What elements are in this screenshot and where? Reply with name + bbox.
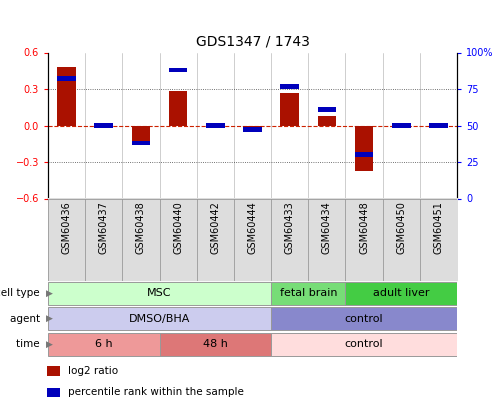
- Text: GSM60436: GSM60436: [61, 201, 71, 254]
- Bar: [47, 367, 59, 376]
- Bar: [169, 68, 188, 72]
- Text: GSM60444: GSM60444: [248, 201, 257, 254]
- Text: GSM60438: GSM60438: [136, 201, 146, 254]
- Text: GSM60448: GSM60448: [359, 201, 369, 254]
- Bar: [355, 152, 373, 157]
- Text: ▶: ▶: [45, 289, 52, 298]
- Bar: [132, 126, 150, 141]
- Bar: [392, 123, 411, 128]
- Text: GSM60450: GSM60450: [396, 201, 406, 254]
- Text: GSM60442: GSM60442: [210, 201, 221, 254]
- Text: GSM60434: GSM60434: [322, 201, 332, 254]
- Text: fetal brain: fetal brain: [279, 288, 337, 298]
- Bar: [429, 123, 448, 128]
- Bar: [160, 333, 271, 356]
- Bar: [345, 281, 457, 305]
- Bar: [48, 307, 271, 330]
- Text: control: control: [345, 339, 383, 349]
- Text: log2 ratio: log2 ratio: [68, 367, 118, 376]
- Text: GSM60437: GSM60437: [99, 201, 109, 254]
- Text: GSM60433: GSM60433: [285, 201, 295, 254]
- Bar: [206, 123, 225, 128]
- Text: 6 h: 6 h: [95, 339, 113, 349]
- Text: ▶: ▶: [45, 340, 52, 349]
- Bar: [243, 128, 262, 132]
- Bar: [169, 92, 188, 126]
- Bar: [355, 126, 373, 171]
- Bar: [94, 123, 113, 128]
- Bar: [280, 84, 299, 89]
- Text: agent: agent: [9, 314, 43, 324]
- Text: GSM60451: GSM60451: [434, 201, 444, 254]
- Text: time: time: [16, 339, 43, 349]
- Text: adult liver: adult liver: [373, 288, 430, 298]
- Bar: [271, 333, 457, 356]
- Title: GDS1347 / 1743: GDS1347 / 1743: [196, 34, 309, 49]
- Bar: [271, 281, 345, 305]
- Bar: [317, 116, 336, 126]
- Text: 48 h: 48 h: [203, 339, 228, 349]
- Text: cell type: cell type: [0, 288, 43, 298]
- Bar: [243, 126, 262, 129]
- Bar: [132, 141, 150, 145]
- Text: MSC: MSC: [147, 288, 172, 298]
- Bar: [57, 67, 76, 126]
- Text: DMSO/BHA: DMSO/BHA: [129, 314, 190, 324]
- Text: control: control: [345, 314, 383, 324]
- Bar: [47, 388, 59, 397]
- Bar: [48, 333, 160, 356]
- Text: GSM60440: GSM60440: [173, 201, 183, 254]
- Bar: [57, 77, 76, 81]
- Text: ▶: ▶: [45, 314, 52, 323]
- Text: percentile rank within the sample: percentile rank within the sample: [68, 388, 244, 397]
- Bar: [48, 281, 271, 305]
- Bar: [271, 307, 457, 330]
- Bar: [280, 93, 299, 126]
- Bar: [317, 107, 336, 112]
